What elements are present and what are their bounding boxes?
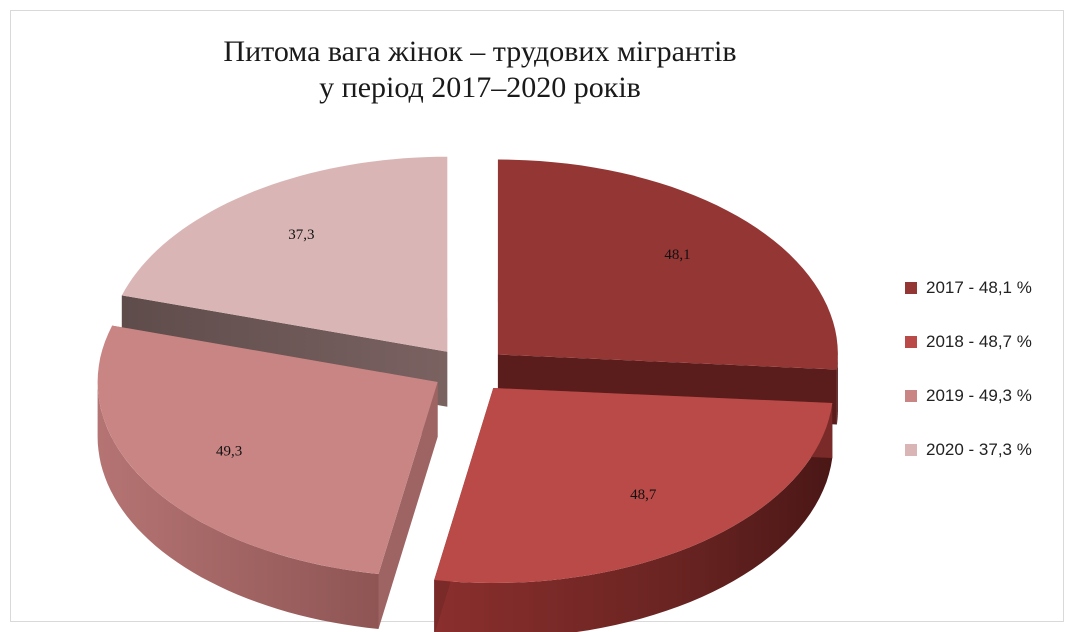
- legend-swatch-2018: [905, 335, 917, 348]
- slice-top-2017: [497, 159, 838, 370]
- slice-face-2019-0: [378, 381, 438, 629]
- chart-title-line-1: Питома вага жінок – трудових мігрантів: [223, 35, 737, 68]
- chart-title: Питома вага жінок – трудових мігрантів у…: [160, 34, 800, 106]
- legend-item-2018: 2018 - 48,7 %: [905, 328, 1065, 355]
- legend-swatch-2019: [905, 389, 917, 402]
- legend: 2017 - 48,1 % 2018 - 48,7 % 2019 - 49,3 …: [905, 274, 1065, 490]
- slice-top-2019: [97, 325, 438, 574]
- legend-item-2020: 2020 - 37,3 %: [905, 436, 1065, 463]
- chart-title-line-2: у період 2017–2020 років: [319, 71, 641, 104]
- legend-item-2017: 2017 - 48,1 %: [905, 274, 1065, 301]
- slice-2018: [434, 388, 833, 632]
- legend-item-2019: 2019 - 49,3 %: [905, 382, 1065, 409]
- slice-2019: [97, 325, 438, 629]
- legend-label-2019: 2019 - 49,3 %: [926, 385, 1032, 405]
- slice-2017: [497, 159, 838, 425]
- legend-swatch-2020: [905, 443, 917, 456]
- legend-label-2020: 2020 - 37,3 %: [926, 439, 1032, 459]
- slice-side-2018: [434, 403, 833, 632]
- slice-side-2017: [836, 354, 838, 425]
- data-label-2020: 37,3: [288, 227, 314, 243]
- data-label-2019: 49,3: [216, 444, 242, 460]
- slice-top-2018: [434, 388, 833, 583]
- data-label-2018: 48,7: [630, 487, 657, 503]
- legend-label-2017: 2017 - 48,1 %: [926, 277, 1032, 297]
- legend-label-2018: 2018 - 48,7 %: [926, 331, 1032, 351]
- legend-swatch-2017: [905, 281, 917, 294]
- data-label-2017: 48,1: [664, 247, 690, 263]
- slice-side-2019: [97, 381, 379, 629]
- slice-top-2020: [121, 156, 448, 352]
